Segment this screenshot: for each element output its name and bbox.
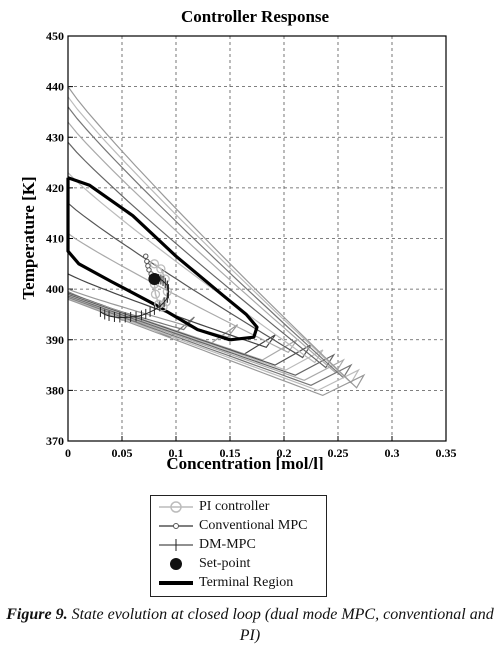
x-tick-label: 0.2	[277, 446, 292, 460]
set-point-marker	[148, 273, 161, 285]
x-axis-label: Concentration [mol/l]	[166, 454, 323, 470]
conventional-mpc-point	[144, 258, 150, 264]
legend-label-dm: DM-MPC	[199, 537, 256, 552]
terminal-symbol-icon	[159, 581, 193, 585]
contour-line	[67, 141, 336, 376]
legend-item-mpc: Conventional MPC	[151, 517, 326, 535]
terminal-region-line	[66, 176, 259, 342]
y-tick-label: 450	[46, 29, 64, 43]
legend-label-mpc: Conventional MPC	[199, 518, 308, 533]
pi-controller-point	[154, 299, 164, 309]
y-tick-label: 400	[46, 282, 64, 296]
legend-label-setpoint: Set-point	[199, 556, 251, 571]
x-tick-label: 0.25	[328, 446, 349, 460]
mpc-symbol-icon	[159, 523, 193, 529]
y-tick-label: 390	[46, 333, 64, 347]
pi-controller-point	[156, 264, 166, 274]
x-tick-label: 0.35	[436, 446, 457, 460]
caption-label: Figure 9.	[6, 606, 68, 623]
chart-title: Controller Response	[181, 7, 330, 26]
y-tick-label: 410	[46, 232, 64, 246]
setpoint-symbol-icon	[170, 558, 182, 570]
y-tick-label: 420	[46, 181, 64, 195]
contour-line	[67, 121, 346, 381]
x-tick-label: 0.05	[112, 446, 133, 460]
pi-controller-point	[150, 289, 161, 299]
x-tick-label: 0	[65, 446, 71, 460]
figure-caption: Figure 9. State evolution at closed loop…	[0, 604, 500, 646]
legend-item-dm: DM-MPC	[151, 536, 326, 554]
legend-label-pi: PI controller	[199, 499, 270, 514]
y-tick-label: 370	[46, 434, 64, 448]
contour-line	[67, 96, 361, 392]
x-tick-label: 0.1	[169, 446, 184, 460]
plot-area: 0 0.05 0.1 0.15 0.2 0.25 0.3 0.35 370 380 390 400 41…	[46, 29, 457, 460]
caption-text: State evolution at closed loop (dual mod…	[67, 606, 494, 644]
plot-border	[67, 35, 447, 442]
legend-item-pi: PI controller	[151, 498, 326, 516]
legend-label-terminal: Terminal Region	[199, 575, 294, 590]
contour-line	[67, 86, 366, 397]
y-tick-label: 430	[46, 130, 64, 144]
y-tick-label: 380	[46, 383, 64, 397]
conventional-mpc-point	[143, 253, 149, 259]
legend: PI controller Conventional MPC DM-MPC Se…	[150, 495, 327, 597]
contour-line	[67, 106, 353, 386]
pi-symbol-icon	[159, 501, 193, 513]
dm-symbol-icon	[159, 539, 193, 551]
legend-item-setpoint: Set-point	[151, 555, 326, 573]
legend-item-terminal: Terminal Region	[151, 574, 326, 592]
x-tick-label: 0.15	[220, 446, 241, 460]
y-tick-label: 440	[46, 80, 64, 94]
chart: Controller Response 0 0.05 0.1 0.15 0.2 0.25 0…	[19, 7, 457, 470]
pi-controller-point	[149, 259, 160, 269]
conventional-mpc-point	[146, 267, 152, 273]
contour-line	[67, 172, 324, 371]
x-tick-label: 0.3	[385, 446, 400, 460]
y-axis-label: Temperature [K]	[19, 176, 38, 299]
